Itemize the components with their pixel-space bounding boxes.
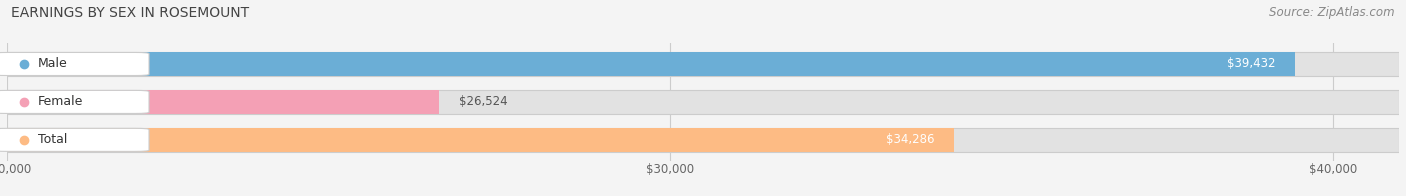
Text: $39,432: $39,432 (1226, 57, 1275, 71)
Text: EARNINGS BY SEX IN ROSEMOUNT: EARNINGS BY SEX IN ROSEMOUNT (11, 6, 249, 20)
Bar (7, 90, 440, 114)
Bar (7, 128, 1399, 152)
Bar (7, 52, 1295, 76)
Text: Total: Total (38, 133, 67, 146)
FancyBboxPatch shape (0, 128, 149, 151)
FancyBboxPatch shape (0, 90, 149, 113)
FancyBboxPatch shape (0, 53, 149, 75)
Text: Female: Female (38, 95, 83, 108)
Text: Male: Male (38, 57, 67, 71)
Text: $26,524: $26,524 (460, 95, 508, 108)
Bar (7, 128, 953, 152)
Text: $34,286: $34,286 (886, 133, 934, 146)
Bar (7, 90, 1399, 114)
Bar (7, 52, 1399, 76)
Text: Source: ZipAtlas.com: Source: ZipAtlas.com (1270, 6, 1395, 19)
